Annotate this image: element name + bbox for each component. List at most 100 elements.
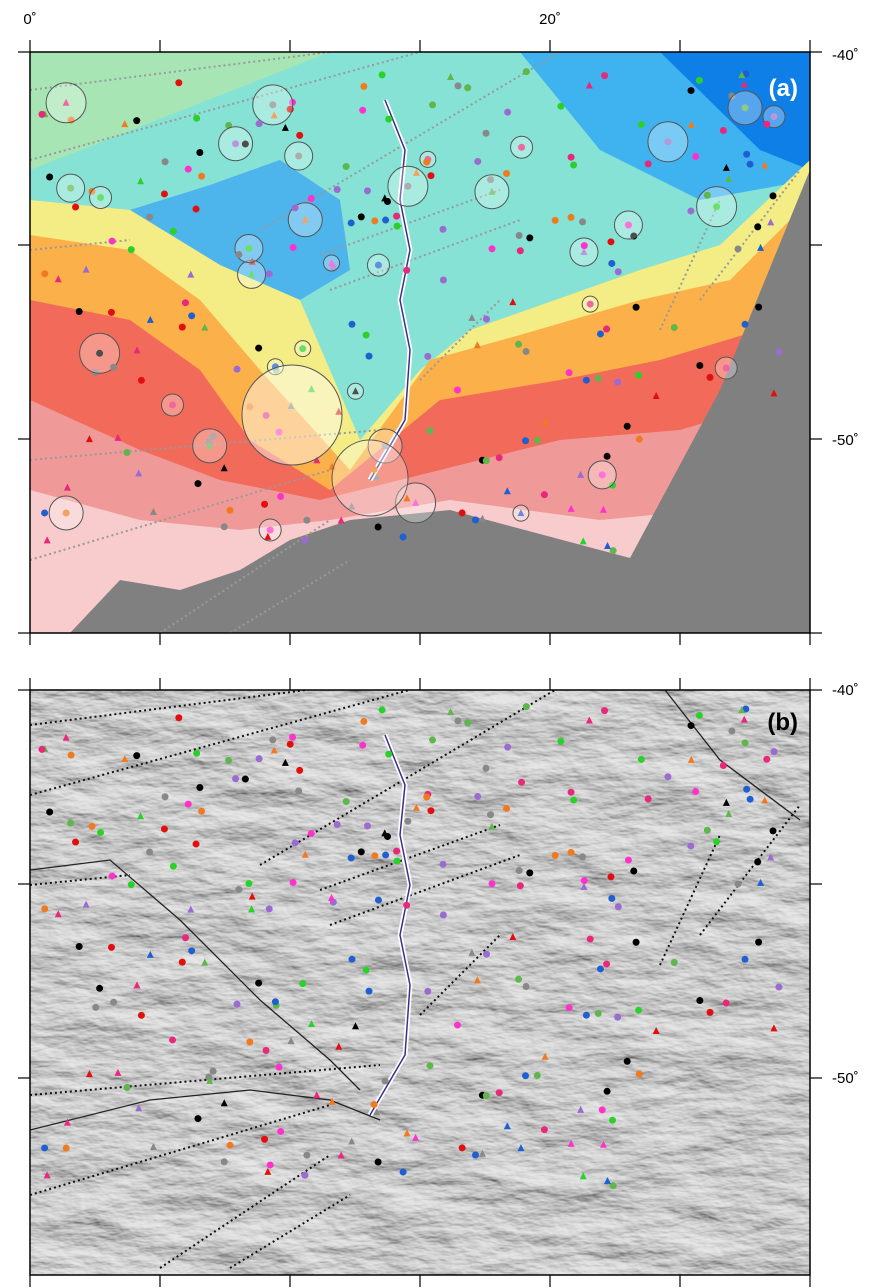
site-marker bbox=[671, 324, 678, 331]
site-marker bbox=[609, 1117, 616, 1124]
error-circle bbox=[614, 211, 642, 239]
error-circle bbox=[90, 187, 112, 209]
site-marker bbox=[423, 794, 430, 801]
site-marker bbox=[704, 827, 711, 834]
site-marker bbox=[128, 246, 135, 253]
site-marker bbox=[169, 1036, 176, 1043]
site-marker bbox=[235, 251, 242, 258]
site-marker bbox=[364, 187, 371, 194]
site-marker bbox=[595, 375, 602, 382]
site-marker bbox=[63, 1144, 70, 1151]
site-marker bbox=[516, 867, 523, 874]
site-marker bbox=[635, 372, 642, 379]
site-marker bbox=[720, 762, 727, 769]
site-marker bbox=[266, 905, 273, 912]
site-marker bbox=[583, 377, 590, 384]
site-marker bbox=[175, 714, 182, 721]
site-marker bbox=[522, 1072, 529, 1079]
site-marker bbox=[735, 880, 742, 887]
site-marker bbox=[743, 786, 750, 793]
site-marker bbox=[193, 206, 200, 213]
site-marker bbox=[552, 852, 559, 859]
site-marker bbox=[371, 1101, 378, 1108]
site-marker bbox=[483, 316, 490, 323]
site-marker bbox=[581, 877, 588, 884]
site-marker bbox=[182, 934, 189, 941]
site-marker bbox=[604, 1088, 611, 1095]
site-marker bbox=[625, 857, 632, 864]
site-marker bbox=[624, 1058, 631, 1065]
error-circle bbox=[219, 127, 253, 161]
site-marker bbox=[568, 154, 575, 161]
site-marker bbox=[570, 162, 577, 169]
site-marker bbox=[232, 775, 239, 782]
site-marker bbox=[256, 755, 263, 762]
error-circle bbox=[728, 91, 762, 125]
site-marker bbox=[188, 947, 195, 954]
site-marker bbox=[394, 858, 401, 865]
site-marker bbox=[110, 999, 117, 1006]
site-marker bbox=[246, 1038, 253, 1045]
site-marker bbox=[474, 158, 481, 165]
site-marker bbox=[234, 366, 241, 373]
site-marker bbox=[771, 748, 778, 755]
lat-label: -50˚ bbox=[832, 432, 859, 449]
site-marker bbox=[770, 827, 777, 834]
site-marker bbox=[583, 1012, 590, 1019]
site-marker bbox=[688, 722, 695, 729]
site-marker bbox=[427, 807, 434, 814]
error-circle bbox=[511, 136, 533, 158]
site-marker bbox=[604, 453, 611, 460]
site-marker bbox=[41, 270, 48, 277]
site-marker bbox=[41, 1144, 48, 1151]
error-circle bbox=[513, 505, 529, 521]
site-marker bbox=[579, 853, 586, 860]
site-marker bbox=[645, 795, 652, 802]
site-marker bbox=[696, 997, 703, 1004]
site-marker bbox=[255, 980, 262, 987]
site-marker bbox=[552, 217, 559, 224]
error-circle bbox=[697, 187, 737, 227]
site-marker bbox=[587, 936, 594, 943]
site-marker bbox=[426, 1062, 433, 1069]
site-marker bbox=[198, 173, 205, 180]
site-marker bbox=[193, 841, 200, 848]
site-marker bbox=[175, 79, 182, 86]
site-marker bbox=[226, 507, 233, 514]
error-circle bbox=[253, 85, 293, 125]
error-circle bbox=[332, 440, 408, 516]
site-marker bbox=[138, 377, 145, 384]
site-marker bbox=[182, 299, 189, 306]
site-marker bbox=[375, 897, 382, 904]
lon-label: 0˚ bbox=[23, 11, 36, 28]
site-marker bbox=[261, 501, 268, 508]
site-marker bbox=[403, 267, 410, 274]
site-marker bbox=[290, 244, 297, 251]
site-marker bbox=[161, 190, 168, 197]
site-marker bbox=[393, 213, 400, 220]
site-marker bbox=[713, 838, 720, 845]
site-marker bbox=[296, 767, 303, 774]
error-circle bbox=[242, 365, 342, 465]
site-marker bbox=[379, 71, 386, 78]
site-marker bbox=[308, 830, 315, 837]
error-circle bbox=[193, 429, 227, 463]
site-marker bbox=[599, 1106, 606, 1113]
panel-label: (b) bbox=[767, 709, 798, 736]
site-marker bbox=[496, 454, 503, 461]
site-marker bbox=[515, 976, 522, 983]
site-marker bbox=[128, 881, 135, 888]
site-marker bbox=[775, 349, 782, 356]
site-marker bbox=[235, 886, 242, 893]
site-marker bbox=[41, 509, 48, 516]
site-marker bbox=[523, 983, 530, 990]
site-marker bbox=[664, 773, 671, 780]
site-marker bbox=[557, 738, 564, 745]
site-marker bbox=[557, 103, 564, 110]
site-marker bbox=[595, 1010, 602, 1017]
site-marker bbox=[76, 308, 83, 315]
lat-label: -40˚ bbox=[832, 682, 859, 699]
error-circle bbox=[285, 142, 313, 170]
site-marker bbox=[427, 172, 434, 179]
site-marker bbox=[109, 873, 116, 880]
